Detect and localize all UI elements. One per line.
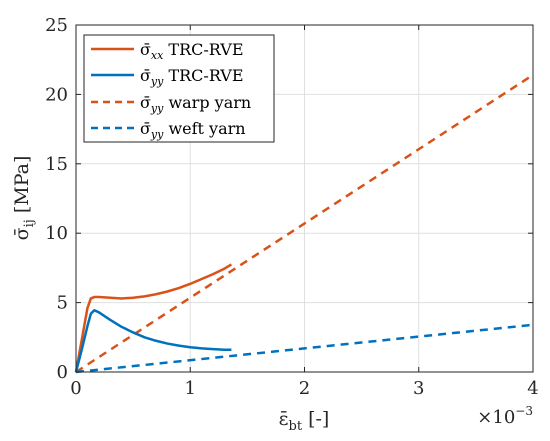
x-axis-multiplier: ×10−3 <box>477 404 533 428</box>
legend-label-sxx-trc-rve: σ̄xx TRC-RVE <box>140 40 244 62</box>
ticks: 0 1 2 3 4 0 5 10 15 20 25 <box>45 15 539 399</box>
legend-label-syy-weft-yarn: σ̄yy weft yarn <box>140 119 246 141</box>
x-tick-label: 1 <box>185 378 196 399</box>
legend-label-syy-warp-yarn: σ̄yy warp yarn <box>140 93 251 115</box>
y-axis-label: σ̄ij [MPa] <box>11 156 37 241</box>
x-tick-label: 3 <box>413 378 424 399</box>
y-tick-label: 20 <box>45 84 68 105</box>
x-tick-label: 2 <box>299 378 310 399</box>
y-tick-label: 25 <box>45 15 68 36</box>
legend-label-syy-trc-rve: σ̄yy TRC-RVE <box>140 66 244 88</box>
y-tick-label: 0 <box>57 362 68 383</box>
series-syy-trc-rve <box>74 308 232 373</box>
x-axis-label: ε̄bt [-] <box>279 408 330 434</box>
series-syy-warp-yarn <box>75 73 534 374</box>
x-tick-label: 4 <box>527 378 538 399</box>
x-tick-label: 0 <box>70 378 81 399</box>
legend: σ̄xx TRC-RVE σ̄yy TRC-RVE σ̄yy warp yarn… <box>83 34 275 143</box>
legend-box <box>83 34 275 143</box>
y-tick-label: 10 <box>45 223 68 244</box>
y-tick-label: 5 <box>57 293 68 314</box>
series-syy-weft-yarn <box>75 323 534 374</box>
y-tick-label: 15 <box>45 154 68 175</box>
series-layer <box>74 73 534 374</box>
series-sxx-trc-rve <box>74 263 233 373</box>
